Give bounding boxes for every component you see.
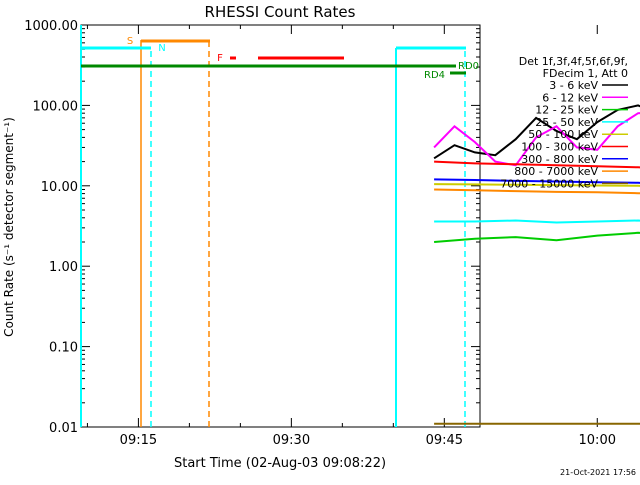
legend-entry-label: 300 - 800 keV: [521, 153, 598, 166]
y-tick-label: 10.00: [41, 180, 78, 195]
legend-entry-label: 100 - 300 keV: [521, 141, 598, 154]
y-axis-label: Count Rate (s⁻¹ detector segment⁻¹): [2, 117, 16, 337]
timestamp-label: 21-Oct-2021 17:56: [560, 468, 636, 477]
legend-entry-label: 12 - 25 keV: [535, 104, 598, 117]
y-tick-label: 0.01: [49, 421, 78, 436]
y-tick-label: 1.00: [49, 260, 78, 275]
legend-entry-label: 6 - 12 keV: [542, 91, 598, 104]
series-line-3: [434, 219, 640, 224]
series-line-6: [434, 178, 640, 184]
legend-header-line-2: FDecim 1, Att 0: [543, 67, 628, 80]
y-tick-label: 100.00: [33, 99, 79, 114]
flag-label-f: F: [217, 53, 223, 64]
legend-entry-label: 50 - 100 keV: [528, 128, 598, 141]
legend: Det 1f,3f,4f,5f,6f,9f, FDecim 1, Att 0 3…: [500, 55, 628, 190]
x-axis-label: Start Time (02-Aug-03 09:08:22): [174, 456, 386, 471]
series-line-2: [434, 231, 640, 243]
series-line-5: [434, 160, 640, 169]
series-lines: [433, 104, 640, 425]
legend-entry-label: 800 - 7000 keV: [514, 165, 598, 178]
y-tick-label: 0.10: [49, 341, 78, 356]
flag-label-s: S: [127, 36, 133, 47]
flag-label-rd0: RD0: [458, 61, 479, 72]
x-tick-label: 09:15: [120, 433, 157, 448]
annotation-bars: S N F RD0 RD4: [80, 25, 479, 427]
legend-header-line-1: Det 1f,3f,4f,5f,6f,9f,: [519, 55, 628, 68]
y-tick-label: 1000.00: [24, 19, 78, 34]
series-line-4: [434, 183, 640, 187]
flag-label-rd4: RD4: [424, 70, 445, 81]
legend-entry-label: 3 - 6 keV: [549, 79, 598, 92]
legend-entry-label: 25 - 50 keV: [535, 116, 598, 129]
chart-title: RHESSI Count Rates: [205, 3, 356, 21]
legend-entry-label: 7000 - 15000 keV: [500, 177, 598, 190]
series-line-7: [434, 188, 640, 195]
flag-label-n: N: [158, 43, 165, 54]
x-tick-label: 09:45: [426, 433, 463, 448]
x-tick-label: 09:30: [273, 433, 310, 448]
x-tick-label: 10:00: [579, 433, 616, 448]
series-line-0: [433, 104, 640, 160]
axes: 0.01 0.10 1.00 10.00 100.00 1000.00 09:15 09:30…: [24, 19, 616, 448]
